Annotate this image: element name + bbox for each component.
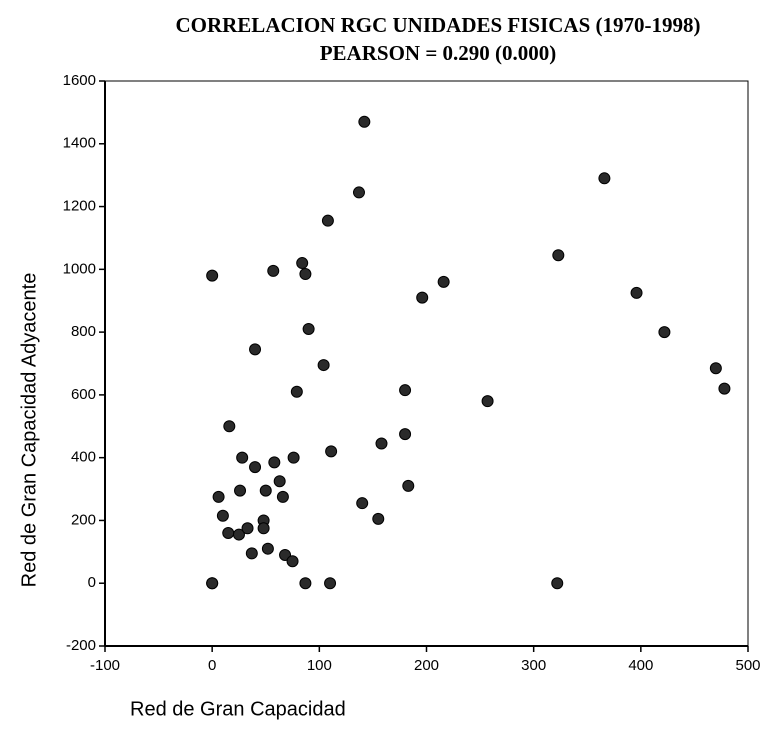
point: [372, 512, 385, 525]
point: [206, 577, 219, 590]
y-tick-label: 200: [71, 511, 96, 528]
x-tick-label: 400: [628, 657, 653, 674]
point: [709, 362, 722, 375]
point: [241, 522, 254, 535]
point: [245, 547, 258, 560]
point: [321, 214, 334, 227]
y-tick-label: 600: [71, 386, 96, 403]
point: [249, 461, 262, 474]
y-tick-label: 1400: [63, 135, 96, 152]
point: [598, 172, 611, 185]
point: [352, 186, 365, 199]
y-tick-label: 800: [71, 323, 96, 340]
point: [551, 577, 564, 590]
point: [261, 542, 274, 555]
point: [299, 577, 312, 590]
point: [402, 479, 415, 492]
x-tick-label: 100: [307, 657, 332, 674]
point: [317, 359, 330, 372]
point: [232, 528, 245, 541]
point: [658, 326, 671, 339]
plot-frame: [104, 80, 749, 647]
y-tick-label: 1600: [63, 72, 96, 89]
point: [276, 490, 289, 503]
point: [257, 522, 270, 535]
point: [437, 275, 450, 288]
point: [296, 257, 309, 270]
chart-title: CORRELACION RGC UNIDADES FISICAS (1970-1…: [175, 13, 700, 37]
point: [286, 555, 299, 568]
x-tick-label: 300: [521, 657, 546, 674]
point: [302, 322, 315, 335]
point: [222, 527, 235, 539]
point: [325, 445, 338, 458]
x-axis-label: Red de Gran Capacidad: [130, 698, 346, 720]
point: [324, 577, 337, 590]
point: [268, 456, 281, 469]
point: [481, 395, 494, 408]
y-tick-label: -200: [66, 637, 96, 654]
point: [375, 437, 388, 450]
point: [223, 420, 236, 433]
point: [630, 286, 643, 299]
point: [416, 291, 429, 304]
x-tick-label: 200: [414, 657, 439, 674]
y-tick-label: 0: [88, 574, 96, 591]
point: [267, 264, 280, 277]
x-tick-label: 500: [735, 657, 760, 674]
point: [356, 497, 369, 510]
x-tick-label: -100: [90, 657, 120, 674]
y-tick-label: 400: [71, 449, 96, 466]
point: [287, 451, 300, 464]
point: [299, 268, 312, 281]
point: [259, 484, 272, 497]
point: [212, 490, 225, 503]
x-tick-label: 0: [208, 657, 216, 674]
point: [236, 451, 249, 464]
chart-subtitle: PEARSON = 0.290 (0.000): [320, 41, 557, 65]
point: [290, 385, 303, 398]
point: [273, 475, 286, 488]
y-tick-label: 1200: [63, 198, 96, 215]
y-tick-label: 1000: [63, 260, 96, 277]
point: [234, 484, 247, 497]
point: [399, 428, 412, 441]
point: [249, 343, 262, 356]
point: [206, 269, 219, 282]
point: [399, 384, 412, 397]
y-axis-label: Red de Gran Capacidad Adyacente: [18, 273, 40, 588]
point: [216, 509, 229, 522]
point: [552, 249, 565, 262]
point: [718, 382, 731, 395]
point: [358, 115, 371, 128]
